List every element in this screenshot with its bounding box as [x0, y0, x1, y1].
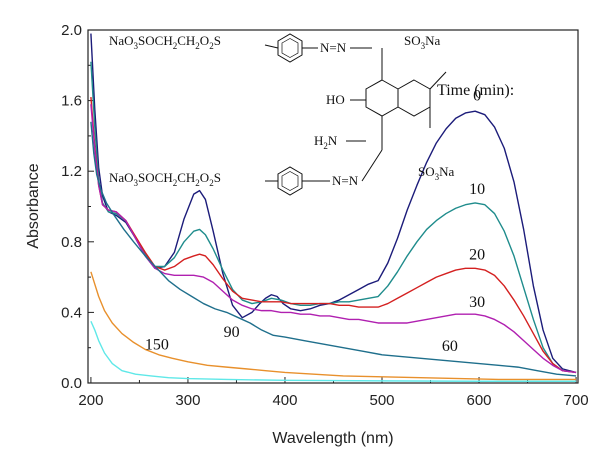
y-axis-title: Absorbance — [25, 163, 42, 248]
naphthalene-right-ring — [397, 79, 431, 117]
top-phenyl-ring — [277, 33, 303, 63]
y-tick-label: 1.6 — [61, 93, 82, 110]
curve-label-0-min: 0 — [473, 88, 481, 105]
top-s-bond — [264, 44, 279, 49]
x-tick-label: 500 — [369, 392, 394, 409]
x-tick-label: 700 — [564, 392, 589, 409]
bottom-sulfonate: SO3Na — [418, 164, 455, 182]
x-axis-title: Wavelength (nm) — [272, 430, 393, 447]
amino-group: H2N — [314, 133, 338, 151]
legend-title: Time (min): — [437, 82, 514, 99]
curve-label-150-min: 150 — [145, 336, 169, 353]
hydroxy-group: HO — [326, 92, 345, 107]
dye-structure: NaO3SOCH2CH2O2S N=N SO3Na HO H2N NaO3SOC… — [109, 33, 455, 196]
y-tick-label: 1.2 — [61, 163, 82, 180]
series-line-30-min — [90, 104, 577, 374]
series-line-10-min — [90, 61, 577, 374]
top-azo: N=N — [320, 40, 347, 55]
curve-label-90-min: 90 — [224, 324, 240, 341]
top-sulfonate: SO3Na — [404, 33, 441, 51]
x-tick-label: 600 — [467, 392, 492, 409]
bottom-azo-naphthalene-bond — [361, 149, 383, 182]
curve-label-10-min: 10 — [469, 181, 485, 198]
top-chain-formula: NaO3SOCH2CH2O2S — [109, 33, 221, 51]
series-line-90-min — [90, 271, 577, 381]
curve-labels: 0 10 20 30 60 90 150 — [145, 88, 485, 356]
bottom-phenyl-ring — [277, 166, 303, 196]
curve-label-60-min: 60 — [442, 338, 458, 355]
y-tick-label: 0.4 — [61, 304, 82, 321]
series-lines — [90, 33, 577, 382]
y-tick-label: 0.8 — [61, 234, 82, 251]
naphthalene-left-ring — [365, 79, 399, 117]
bottom-chain-formula: NaO3SOCH2CH2O2S — [109, 170, 221, 188]
series-line-60-min — [90, 121, 577, 377]
curve-label-20-min: 20 — [469, 246, 485, 263]
bottom-phenyl-ring-inner — [281, 171, 299, 191]
series-line-150-min — [90, 320, 577, 382]
top-so3-bond — [429, 71, 447, 90]
y-tick-label: 0.0 — [61, 375, 82, 392]
curve-label-30-min: 30 — [469, 294, 485, 311]
y-tick-label: 2.0 — [61, 22, 82, 39]
axis-ticks — [88, 29, 577, 384]
x-tick-label: 300 — [175, 392, 200, 409]
x-tick-label: 400 — [272, 392, 297, 409]
x-tick-label: 200 — [78, 392, 103, 409]
top-phenyl-ring-inner — [281, 38, 299, 58]
bottom-azo: N=N — [332, 173, 359, 188]
